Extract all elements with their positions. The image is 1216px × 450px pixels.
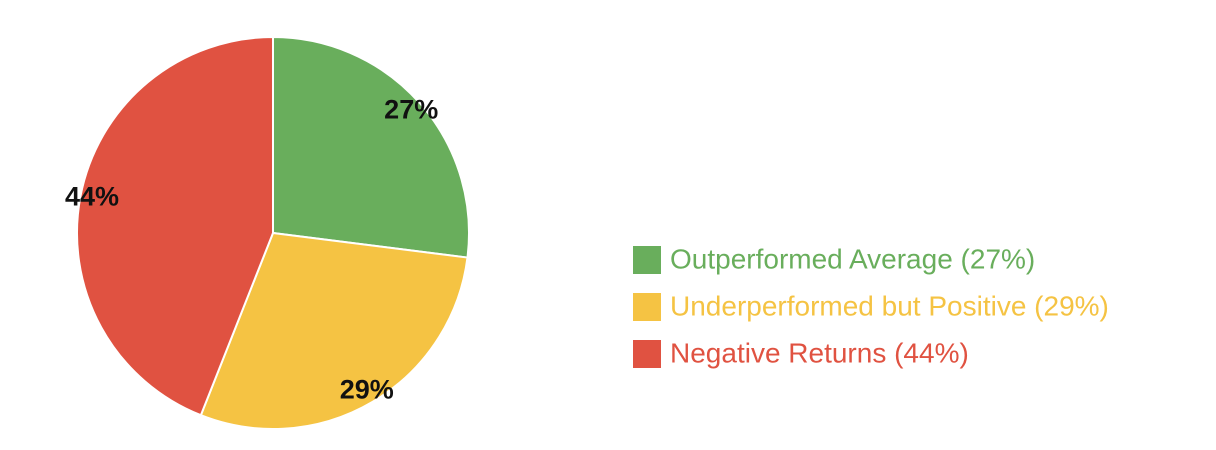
legend-swatch bbox=[633, 293, 661, 321]
value-label: 27% bbox=[384, 94, 438, 124]
legend-swatch bbox=[633, 246, 661, 274]
value-label: 29% bbox=[340, 375, 394, 405]
pie-slice bbox=[272, 35, 470, 259]
legend-text: Underperformed but Positive (29%) bbox=[670, 290, 1109, 321]
value-label: 44% bbox=[65, 182, 119, 212]
legend-swatch bbox=[633, 340, 661, 368]
legend-text: Negative Returns (44%) bbox=[670, 337, 969, 368]
pie-slice bbox=[76, 35, 274, 417]
pie-slice bbox=[199, 231, 469, 430]
legend-text: Outperformed Average (27%) bbox=[670, 243, 1035, 274]
